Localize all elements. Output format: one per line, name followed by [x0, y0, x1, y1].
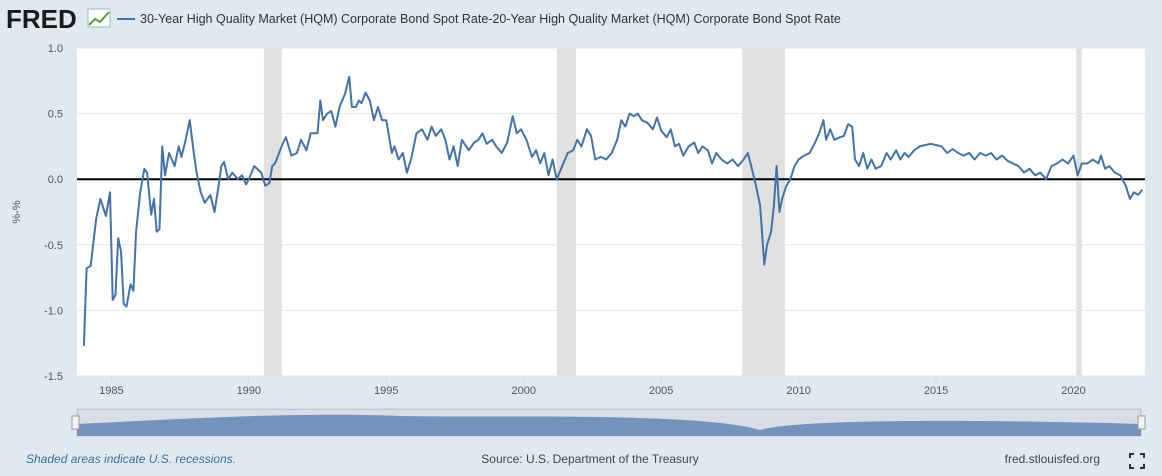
y-tick-label: -1.0: [44, 305, 63, 317]
logo-icon: [87, 8, 111, 28]
recession-band: [742, 48, 785, 376]
recession-band: [1076, 48, 1082, 376]
site[interactable]: fred.stlouisfed.org: [1005, 452, 1100, 466]
x-tick-label: 1985: [99, 385, 123, 397]
plot-area: [77, 48, 1145, 376]
fullscreen-icon[interactable]: [1129, 453, 1145, 469]
y-axis-label: %-%: [11, 200, 23, 223]
x-tick-label: 2000: [511, 385, 535, 397]
source: Source: U.S. Department of the Treasury: [481, 452, 698, 466]
y-tick-label: 0.0: [48, 174, 63, 186]
logo: FRED: [6, 4, 77, 34]
navigator: [71, 408, 1146, 437]
x-tick-label: 2020: [1061, 385, 1085, 397]
recession-band: [263, 48, 282, 376]
series-line: [82, 75, 1144, 346]
legend-label[interactable]: 30-Year High Quality Market (HQM) Corpor…: [140, 12, 841, 26]
x-tick-label: 2005: [649, 385, 673, 397]
x-tick-label: 2010: [786, 385, 810, 397]
x-tick-label: 1990: [237, 385, 261, 397]
recession-band: [556, 48, 576, 376]
x-tick-label: 1995: [374, 385, 398, 397]
x-tick-label: 2015: [924, 385, 948, 397]
y-tick-label: -0.5: [44, 240, 63, 252]
y-tick-label: -1.5: [44, 371, 63, 383]
y-tick-label: 0.5: [48, 109, 63, 121]
recession-note: Shaded areas indicate U.S. recessions.: [26, 452, 236, 466]
y-tick-label: 1.0: [48, 43, 63, 55]
